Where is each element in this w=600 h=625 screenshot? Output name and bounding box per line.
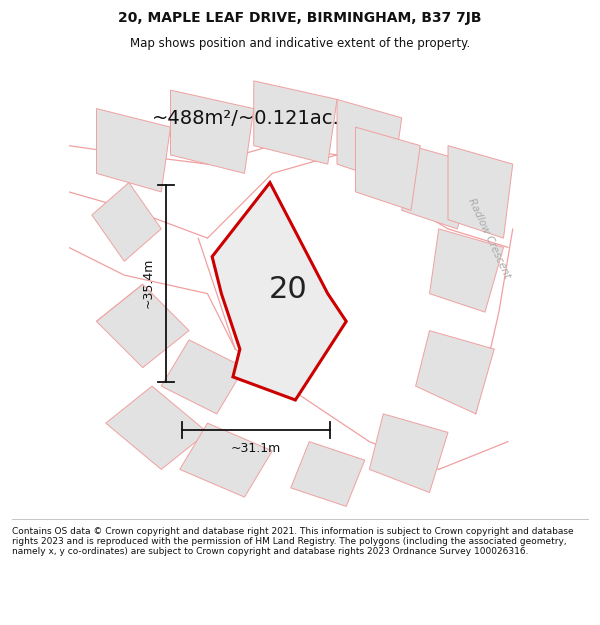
Text: 20: 20	[269, 274, 308, 304]
Polygon shape	[97, 284, 189, 368]
Polygon shape	[291, 442, 365, 506]
Polygon shape	[402, 146, 476, 229]
Text: ~488m²/~0.121ac.: ~488m²/~0.121ac.	[152, 109, 340, 127]
Text: ~35.4m: ~35.4m	[142, 258, 154, 308]
Polygon shape	[355, 127, 420, 211]
Polygon shape	[448, 146, 513, 238]
Polygon shape	[254, 81, 337, 164]
Polygon shape	[430, 229, 503, 312]
Polygon shape	[170, 90, 254, 173]
Text: Map shows position and indicative extent of the property.: Map shows position and indicative extent…	[130, 38, 470, 50]
Polygon shape	[180, 423, 272, 497]
Polygon shape	[97, 109, 170, 192]
Polygon shape	[370, 414, 448, 492]
Text: Contains OS data © Crown copyright and database right 2021. This information is : Contains OS data © Crown copyright and d…	[12, 526, 574, 556]
Polygon shape	[337, 99, 402, 182]
Polygon shape	[416, 331, 494, 414]
Polygon shape	[212, 182, 346, 400]
Polygon shape	[92, 182, 161, 261]
Text: Radlow Crescent: Radlow Crescent	[467, 196, 512, 280]
Text: ~31.1m: ~31.1m	[231, 442, 281, 454]
Text: 20, MAPLE LEAF DRIVE, BIRMINGHAM, B37 7JB: 20, MAPLE LEAF DRIVE, BIRMINGHAM, B37 7J…	[118, 11, 482, 24]
Polygon shape	[161, 340, 245, 414]
Polygon shape	[106, 386, 208, 469]
